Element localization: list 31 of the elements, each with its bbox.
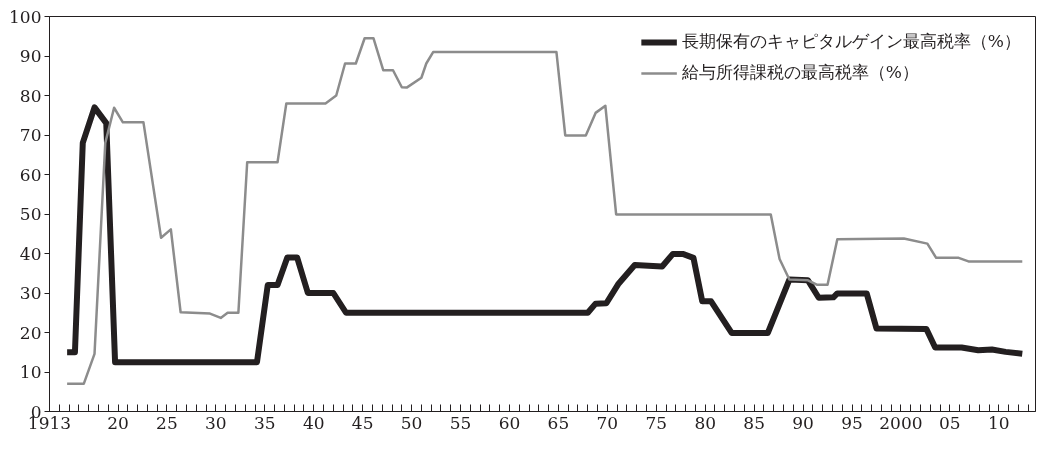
x-tick-label: 75 <box>645 412 668 433</box>
x-tick-label: 2000 <box>879 412 923 433</box>
x-tick-label: 45 <box>351 412 374 433</box>
x-tick-label: 10 <box>987 412 1010 433</box>
x-tick-label: 05 <box>939 412 961 433</box>
x-tick-label: 35 <box>253 412 276 433</box>
x-tick-label: 30 <box>205 412 227 433</box>
x-tick-label: 80 <box>694 412 717 433</box>
y-tick-label: 50 <box>19 204 42 224</box>
x-tick-label: 60 <box>498 412 521 433</box>
legend-label: 長期保有のキャピタルゲイン最高税率（%） <box>681 30 1021 53</box>
x-tick-label: 85 <box>743 412 765 433</box>
y-tick-label: 10 <box>19 362 42 382</box>
x-tick-label: 90 <box>792 412 814 433</box>
y-tick-label: 70 <box>19 125 42 145</box>
x-tick-label: 20 <box>107 412 129 433</box>
y-tick-label: 60 <box>19 164 42 185</box>
x-tick-label: 40 <box>302 412 325 433</box>
x-tick-label: 65 <box>547 412 570 433</box>
y-tick-label: 40 <box>19 243 42 264</box>
x-tick-label: 25 <box>156 412 178 433</box>
x-tick-label: 95 <box>841 412 863 433</box>
y-tick-label: 90 <box>19 46 42 66</box>
legend-label: 給与所得課税の最高税率（%） <box>681 61 919 84</box>
y-tick-label: 20 <box>19 322 42 343</box>
x-tick-label: 55 <box>449 412 472 433</box>
y-tick-label: 100 <box>9 6 42 27</box>
x-tick-label: 50 <box>400 412 423 433</box>
y-tick-label: 80 <box>19 85 42 106</box>
y-tick-label: 30 <box>19 283 42 303</box>
x-tick-label: 70 <box>596 412 619 433</box>
